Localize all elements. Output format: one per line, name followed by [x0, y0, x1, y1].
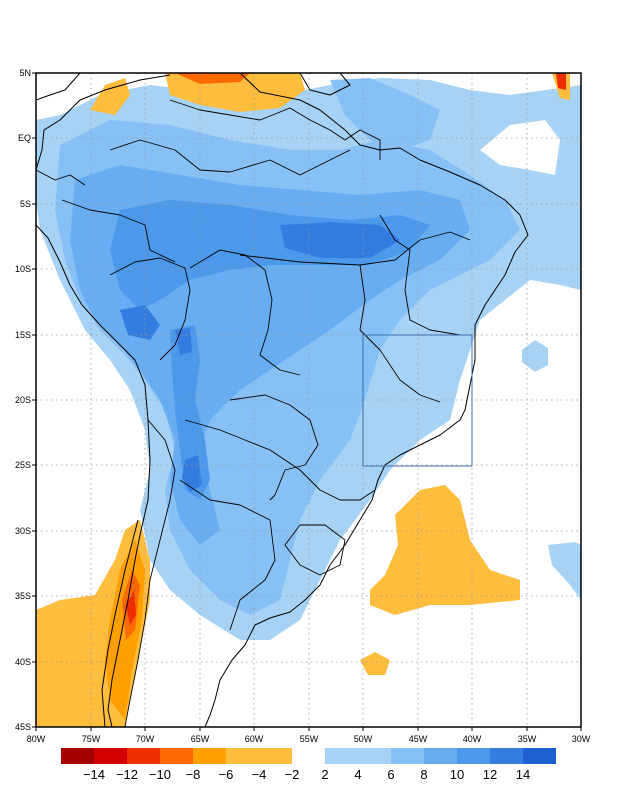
colorbar-label: 14	[516, 767, 530, 782]
caribbean-coast	[299, 73, 351, 96]
colorbar-swatch	[391, 748, 424, 764]
border-peru-bolivia	[109, 257, 191, 361]
colorbar-label: 2	[321, 767, 328, 782]
near-zero-pocket	[480, 120, 560, 175]
lon-label: 80W	[27, 734, 46, 744]
colorbar-swatch	[325, 748, 391, 764]
colorbar-labels: −14 −12 −10 −8 −6 −4 −2 2 4 6 8 10 12 14	[83, 767, 530, 782]
lon-label: 45W	[409, 734, 428, 744]
lon-label: 70W	[136, 734, 155, 744]
lat-label: 25S	[15, 460, 31, 470]
colorbar-swatch	[61, 748, 94, 764]
lat-label: 10S	[15, 264, 31, 274]
central-america-coast	[36, 73, 81, 101]
latitude-labels: 5N EQ 5S 10S 15S 20S 25S 30S 35S 40S 45S	[15, 68, 31, 732]
lat-label: 30S	[15, 526, 31, 536]
border-brazil-states-a	[239, 231, 471, 266]
colorbar-swatch	[457, 748, 490, 764]
positive-anomaly-east	[548, 542, 581, 600]
negative-anomaly-atlantic	[370, 485, 520, 615]
colorbar-swatch	[94, 748, 127, 764]
negative-anomaly-nw	[90, 78, 130, 115]
colorbar-swatch	[490, 748, 523, 764]
lat-label: 5S	[20, 199, 31, 209]
colorbar-label: 10	[450, 767, 464, 782]
border-guianas	[329, 129, 381, 160]
lat-label: 40S	[15, 657, 31, 667]
lat-label: EQ	[18, 133, 31, 143]
border-argentina-provinces	[179, 479, 276, 631]
lon-label: 55W	[300, 734, 319, 744]
colorbar-negative	[61, 748, 292, 764]
lat-label: 5N	[19, 68, 31, 78]
colorbar-label: −4	[252, 767, 267, 782]
lon-label: 30W	[572, 734, 591, 744]
colorbar-label: −12	[116, 767, 138, 782]
border-brazil-states-c	[379, 214, 461, 336]
colorbar-label: −14	[83, 767, 105, 782]
colorbar-swatch	[424, 748, 457, 764]
lon-label: 50W	[354, 734, 373, 744]
negative-anomaly-north-core	[175, 73, 250, 84]
lon-label: 65W	[191, 734, 210, 744]
lat-label: 15S	[15, 330, 31, 340]
border-brazil-west	[109, 139, 351, 176]
highlight-box	[362, 334, 473, 467]
border-brazil-states-b	[359, 264, 441, 403]
colorbar-swatch	[523, 748, 556, 764]
positive-anomaly-8to10-south	[170, 325, 210, 500]
colorbar-label: −8	[186, 767, 201, 782]
colorbar-label: −6	[219, 767, 234, 782]
colorbar-swatch	[160, 748, 193, 764]
colorbar-swatch	[226, 748, 292, 764]
lon-label: 60W	[245, 734, 264, 744]
positive-anomaly-10to12-d	[182, 455, 202, 492]
colorbar-label: 12	[483, 767, 497, 782]
border-paraguay	[229, 394, 319, 501]
lon-label: 35W	[518, 734, 537, 744]
colorbar-label: 4	[354, 767, 361, 782]
political-borders	[36, 99, 471, 727]
lat-label: 20S	[15, 395, 31, 405]
negative-anomaly-atlantic-small	[360, 652, 390, 675]
colorbar: −14 −12 −10 −8 −6 −4 −2 2 4 6 8 10 12 14	[61, 748, 556, 782]
positive-anomaly-10to12-b	[120, 305, 160, 340]
colorbar-swatch	[193, 748, 226, 764]
border-argentina-chile	[124, 419, 176, 727]
border-colombia-peru	[61, 199, 176, 263]
colorbar-label: −10	[149, 767, 171, 782]
graticule	[36, 73, 581, 727]
border-venezuela	[169, 99, 331, 131]
border-ecuador	[36, 169, 86, 186]
negative-anomaly-ne-core	[556, 73, 566, 90]
lat-label: 35S	[15, 591, 31, 601]
lon-label: 40W	[463, 734, 482, 744]
negative-anomaly-southwest-max	[126, 590, 136, 625]
colorbar-positive	[325, 748, 556, 764]
positive-anomaly-10to12	[280, 222, 400, 258]
longitude-labels: 80W 75W 70W 65W 60W 55W 50W 45W 40W 35W …	[27, 734, 591, 744]
lat-label: 45S	[15, 722, 31, 732]
border-uruguay	[284, 524, 346, 576]
colorbar-label: 6	[387, 767, 394, 782]
colorbar-swatch	[127, 748, 160, 764]
border-brazil-bolivia	[189, 249, 301, 376]
border-argentina-north	[184, 419, 376, 501]
colorbar-label: −2	[285, 767, 300, 782]
positive-anomaly-4to6-north	[330, 78, 440, 150]
colorbar-label: 8	[420, 767, 427, 782]
lon-label: 75W	[82, 734, 101, 744]
axis-ticks	[32, 72, 582, 731]
positive-anomaly-small	[522, 340, 548, 372]
anomaly-field	[36, 73, 581, 727]
